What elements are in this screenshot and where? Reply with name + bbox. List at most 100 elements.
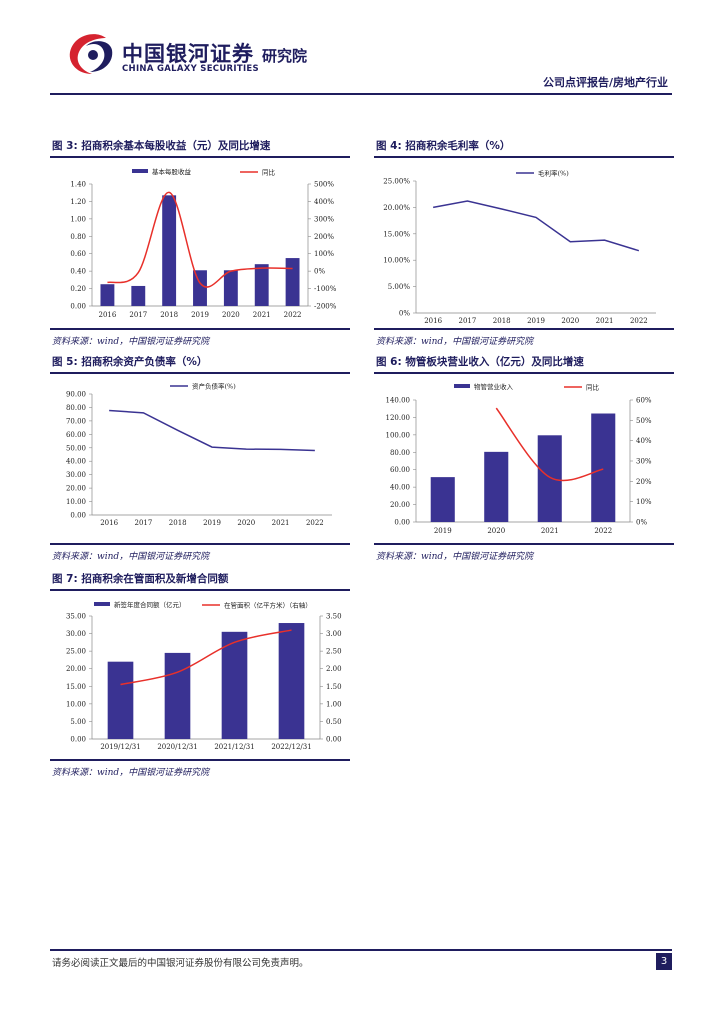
- bar: [537, 435, 562, 522]
- fig5-bottom-rule: [50, 543, 350, 545]
- bar: [484, 451, 509, 522]
- fig3-source: 资料来源：wind，中国银河证券研究院: [52, 337, 210, 347]
- y-tick-label-left: 5.00: [70, 718, 86, 726]
- legend-label-line: 同比: [586, 383, 600, 392]
- x-tick-label: 2022/12/31: [271, 743, 311, 751]
- y-tick-label-right: 0.00: [326, 736, 342, 744]
- y-tick-label-left: 0.20: [70, 285, 86, 293]
- y-tick-label-left: 25.00%: [383, 178, 410, 186]
- y-tick-label-left: 90.00: [66, 391, 86, 399]
- y-tick-label-right: 30%: [636, 458, 652, 466]
- y-tick-label-right: 60%: [636, 397, 652, 405]
- x-tick-label: 2016: [424, 317, 442, 325]
- y-tick-label-left: 0.00: [70, 736, 86, 744]
- fig4-top-rule: [374, 156, 674, 158]
- y-tick-label-left: 15.00: [66, 683, 86, 691]
- fig5-source: 资料来源：wind，中国银河证券研究院: [52, 552, 210, 562]
- y-tick-label-left: 20.00: [66, 665, 86, 673]
- bar: [193, 270, 207, 306]
- y-tick-label-left: 10.00%: [383, 257, 410, 265]
- galaxy-logo-icon: [69, 34, 113, 74]
- x-tick-label: 2019/12/31: [100, 743, 140, 751]
- x-tick-label: 2021/12/31: [214, 743, 254, 751]
- bar: [430, 477, 455, 522]
- fig7-title: 图 7: 招商积余在管面积及新增合同额: [52, 573, 229, 585]
- fig6-chart: 0.00 20.00 40.00 60.00 80.00 100.00 120.00 140.…: [386, 382, 652, 535]
- y-tick-label-left: 25.00: [66, 648, 86, 656]
- y-tick-label-left: 60.00: [66, 431, 86, 439]
- y-tick-label-left: 40.00: [390, 484, 410, 492]
- bar: [131, 285, 146, 306]
- y-tick-label-right: 100%: [314, 250, 334, 258]
- fig6-top-rule: [374, 372, 674, 374]
- fig7-top-rule: [50, 589, 350, 591]
- x-tick-label: 2019: [434, 527, 452, 535]
- y-tick-label-left: 0.00: [70, 303, 86, 311]
- fig3-title: 图 3: 招商积余基本每股收益（元）及同比增速: [52, 140, 271, 152]
- y-tick-label-left: 30.00: [66, 471, 86, 479]
- fig4-chart: 0% 5.00% 10.00% 15.00% 20.00% 25.00% 2016 2017 2…: [383, 169, 656, 325]
- legend-label-bar: 新签年度合同额（亿元）: [114, 600, 186, 609]
- y-tick-label-right: 1.50: [326, 683, 342, 691]
- y-tick-label-left: 35.00: [66, 613, 86, 621]
- fig5-chart: 0.00 10.00 20.00 30.00 40.00 50.00 60.00 70.00 8…: [66, 382, 332, 527]
- y-tick-label-left: 120.00: [386, 414, 411, 422]
- bar: [254, 264, 269, 306]
- bar: [107, 661, 134, 739]
- research-institute: 研究院: [262, 47, 308, 65]
- y-tick-label-left: 40.00: [66, 458, 86, 466]
- x-tick-label: 2022: [630, 317, 648, 325]
- legend-label-line: 资产负债率(%): [192, 382, 236, 391]
- bar: [164, 652, 191, 739]
- x-tick-label: 2021: [541, 527, 559, 535]
- x-tick-label: 2016: [100, 519, 118, 527]
- x-tick-label: 2020/12/31: [157, 743, 197, 751]
- fig6-bottom-rule: [374, 543, 674, 545]
- x-tick-label: 2018: [169, 519, 187, 527]
- series-line: [109, 409, 315, 452]
- header-rule: [50, 93, 672, 95]
- fig6-source: 资料来源：wind，中国银河证券研究院: [376, 552, 534, 562]
- x-tick-label: 2020: [487, 527, 505, 535]
- fig4-title: 图 4: 招商积余毛利率（%）: [376, 140, 511, 152]
- x-tick-label: 2016: [99, 311, 117, 319]
- y-tick-label-left: 60.00: [390, 466, 410, 474]
- x-tick-label: 2020: [222, 311, 240, 319]
- x-tick-label: 2019: [191, 311, 209, 319]
- series-line: [120, 629, 292, 686]
- fig5-title: 图 5: 招商积余资产负债率（%）: [52, 356, 208, 368]
- y-tick-label-left: 0.00: [394, 519, 410, 527]
- logo-english: CHINA GALAXY SECURITIES: [122, 64, 259, 74]
- x-tick-label: 2017: [135, 519, 153, 527]
- bar: [223, 270, 238, 306]
- legend-swatch-bar: [94, 602, 110, 606]
- y-tick-label-right: -100%: [314, 285, 337, 293]
- y-tick-label-right: 300%: [314, 215, 334, 223]
- series-line: [433, 200, 640, 252]
- fig6-title: 图 6: 物管板块营业收入（亿元）及同比增速: [376, 356, 584, 368]
- y-tick-label-right: -200%: [314, 303, 337, 311]
- bar: [591, 413, 616, 522]
- footer-disclaimer: 请务必阅读正文最后的中国银河证券股份有限公司免责声明。: [52, 958, 309, 969]
- y-tick-label-left: 15.00%: [383, 230, 410, 238]
- y-tick-label-left: 20.00: [390, 501, 410, 509]
- legend-swatch-bar: [454, 384, 470, 388]
- y-tick-label-right: 50%: [636, 417, 652, 425]
- y-tick-label-right: 400%: [314, 198, 334, 206]
- x-tick-label: 2021: [596, 317, 614, 325]
- y-tick-label-left: 140.00: [386, 397, 411, 405]
- y-tick-label-right: 20%: [636, 478, 652, 486]
- x-tick-label: 2018: [160, 311, 178, 319]
- bar: [285, 258, 300, 306]
- y-tick-label-left: 1.40: [70, 181, 86, 189]
- x-tick-label: 2018: [493, 317, 511, 325]
- y-tick-label-right: 2.00: [326, 665, 342, 673]
- y-tick-label-left: 10.00: [66, 700, 86, 708]
- x-tick-label: 2020: [561, 317, 579, 325]
- y-tick-label-left: 10.00: [66, 498, 86, 506]
- y-tick-label-right: 3.50: [326, 613, 342, 621]
- legend-label-line: 同比: [262, 168, 276, 177]
- y-tick-label-left: 100.00: [386, 431, 411, 439]
- report-type: 公司点评报告/房地产行业: [542, 76, 668, 89]
- y-tick-label-left: 50.00: [66, 444, 86, 452]
